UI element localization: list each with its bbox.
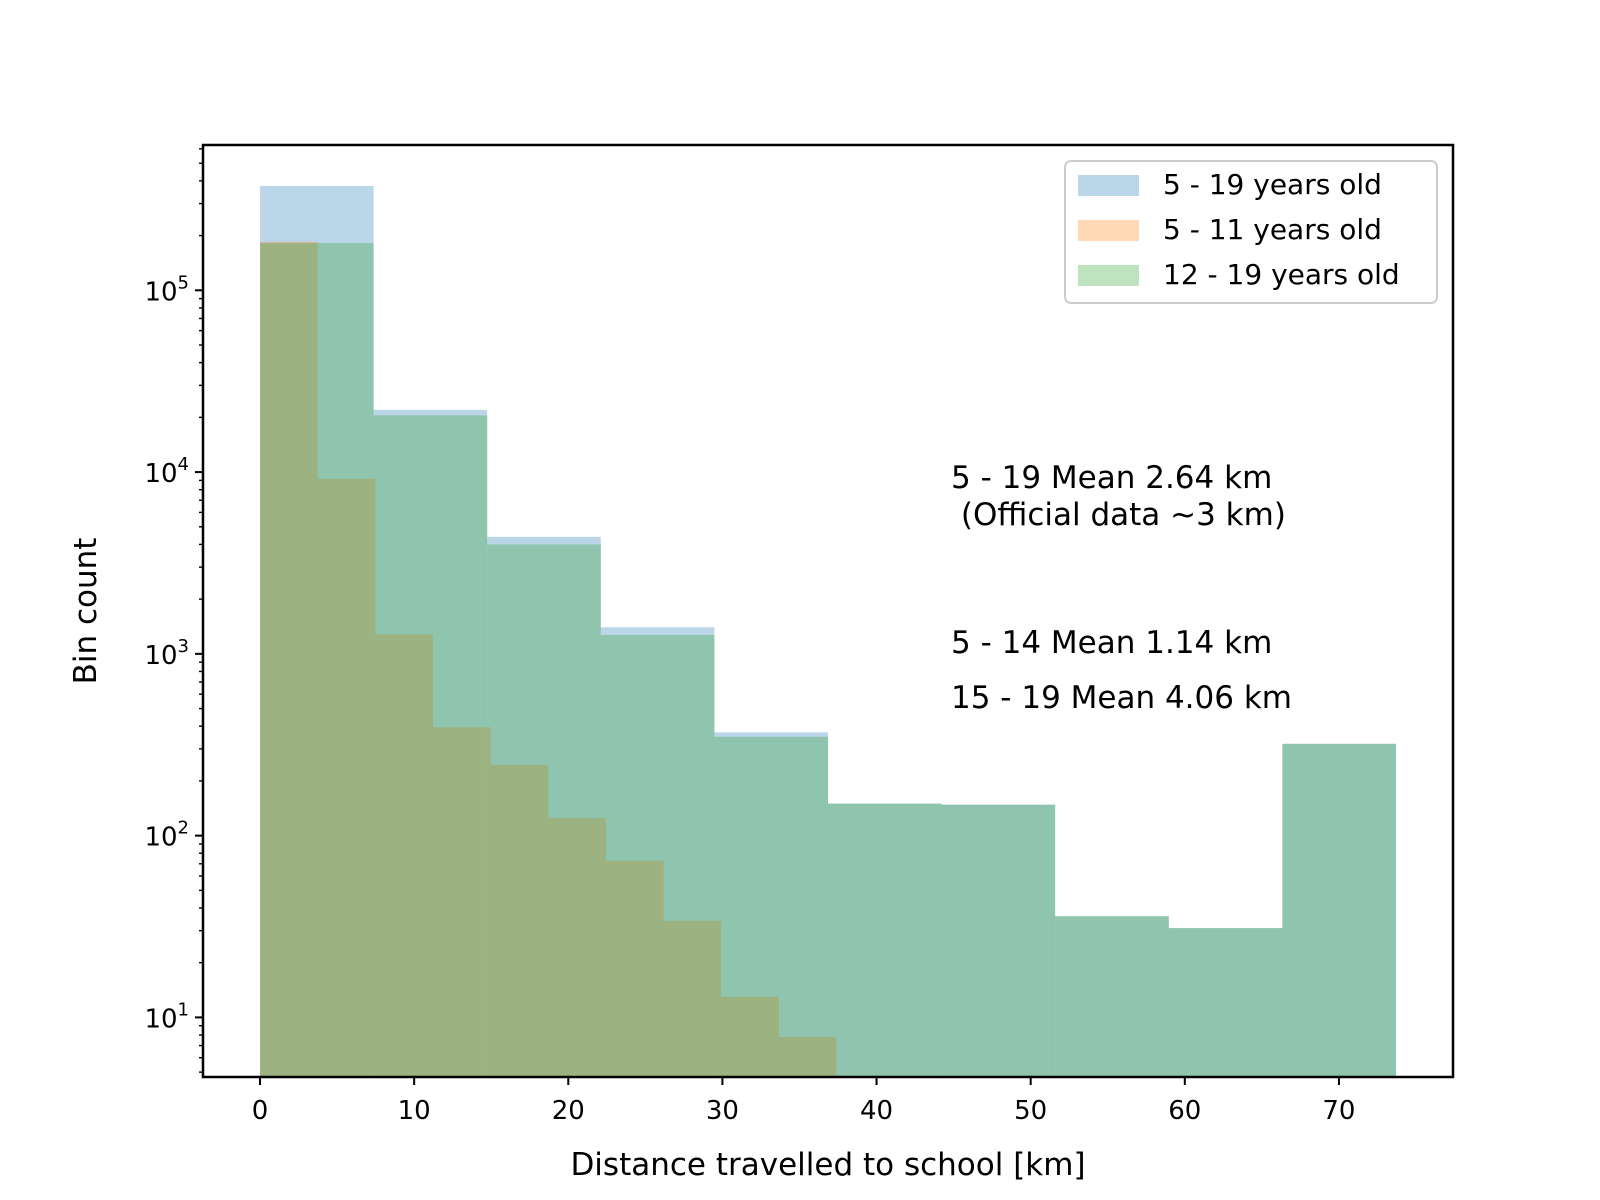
x-tick-label: 60 bbox=[1168, 1096, 1201, 1126]
x-tick-label: 70 bbox=[1322, 1096, 1355, 1126]
x-tick-label: 40 bbox=[860, 1096, 893, 1126]
bar-series-0-bin-0 bbox=[260, 185, 374, 1077]
bar-series-1-bin-7 bbox=[663, 920, 722, 1077]
bar-series-2-bin-7 bbox=[1055, 916, 1169, 1077]
bar-series-2-bin-3 bbox=[600, 634, 715, 1077]
bar-series-2-bin-0 bbox=[260, 243, 374, 1077]
y-tick-label: 105 bbox=[144, 272, 189, 307]
bar-series-0-bin-1 bbox=[373, 409, 488, 1078]
annotation-5-14-mean: 5 - 14 Mean 1.14 km bbox=[951, 625, 1272, 661]
bar-series-1-bin-2 bbox=[375, 634, 433, 1077]
y-tick-label: 102 bbox=[144, 818, 189, 853]
bar-series-2-bin-1 bbox=[373, 415, 488, 1077]
bar-series-2-bin-6 bbox=[941, 804, 1056, 1077]
x-tick-label: 50 bbox=[1014, 1096, 1047, 1126]
series-0 bbox=[260, 185, 1396, 1078]
y-axis-label: Bin count bbox=[68, 538, 104, 685]
plot-frame bbox=[201, 143, 1455, 1079]
bar-series-2-bin-5 bbox=[828, 803, 942, 1077]
legend-swatch-5-19 bbox=[1078, 175, 1139, 196]
annotation-overall-mean: 5 - 19 Mean 2.64 km bbox=[951, 460, 1272, 496]
bar-series-0-bin-5 bbox=[828, 803, 942, 1077]
axis-ticks: 0 10 20 30 40 50 60 70 101 102 103 104 105 bbox=[144, 148, 1355, 1126]
bar-series-1-bin-5 bbox=[548, 818, 606, 1077]
bar-series-0-bin-7 bbox=[1055, 916, 1169, 1077]
bar-series-2-bin-9 bbox=[1282, 743, 1396, 1077]
x-tick-label: 30 bbox=[706, 1096, 739, 1126]
legend-label-5-19: 5 - 19 years old bbox=[1163, 168, 1382, 201]
legend-box bbox=[1064, 160, 1438, 304]
bar-series-0-bin-3 bbox=[600, 627, 715, 1077]
bar-series-0-bin-9 bbox=[1282, 743, 1396, 1077]
bar-series-2-bin-8 bbox=[1168, 928, 1283, 1077]
legend-label-5-11: 5 - 11 years old bbox=[1163, 213, 1382, 246]
bar-series-2-bin-2 bbox=[487, 544, 601, 1077]
x-axis-label: Distance travelled to school [km] bbox=[570, 1147, 1085, 1183]
bar-series-1-bin-8 bbox=[721, 996, 779, 1077]
bar-series-2-bin-4 bbox=[714, 736, 828, 1077]
histogram-bars bbox=[260, 185, 1396, 1078]
legend-swatch-12-19 bbox=[1078, 265, 1139, 286]
annotation-official-data: (Official data ~3 km) bbox=[951, 497, 1286, 533]
x-tick-label: 0 bbox=[252, 1096, 269, 1126]
series-1 bbox=[260, 241, 837, 1078]
bar-series-1-bin-1 bbox=[317, 478, 376, 1077]
bar-series-0-bin-8 bbox=[1168, 928, 1283, 1077]
bar-series-1-bin-0 bbox=[260, 241, 318, 1078]
series-2 bbox=[260, 243, 1396, 1077]
annotations: 5 - 19 Mean 2.64 km (Official data ~3 km… bbox=[951, 460, 1292, 716]
legend: 5 - 19 years old 5 - 11 years old 12 - 1… bbox=[1064, 160, 1438, 304]
x-tick-label: 10 bbox=[398, 1096, 431, 1126]
y-tick-label: 101 bbox=[144, 999, 189, 1034]
bar-series-0-bin-2 bbox=[487, 536, 601, 1077]
y-tick-label: 103 bbox=[144, 636, 189, 671]
bar-series-1-bin-3 bbox=[432, 727, 491, 1077]
bar-series-1-bin-9 bbox=[778, 1037, 837, 1077]
y-tick-label: 104 bbox=[144, 454, 189, 489]
bar-series-1-bin-6 bbox=[605, 860, 664, 1077]
legend-label-12-19: 12 - 19 years old bbox=[1163, 258, 1400, 291]
bar-series-0-bin-6 bbox=[941, 804, 1056, 1077]
bar-series-1-bin-4 bbox=[490, 764, 549, 1077]
bar-series-0-bin-4 bbox=[714, 732, 828, 1077]
x-tick-label: 20 bbox=[552, 1096, 585, 1126]
legend-swatch-5-11 bbox=[1078, 220, 1139, 241]
annotation-15-19-mean: 15 - 19 Mean 4.06 km bbox=[951, 680, 1292, 716]
